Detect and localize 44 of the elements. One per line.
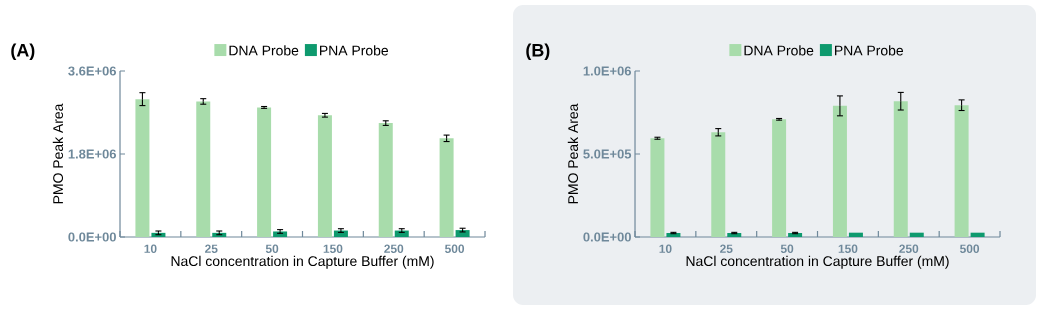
bar	[135, 99, 150, 237]
legend-label: PNA Probe	[320, 45, 389, 56]
y-tick-label: 0.0E+00	[583, 232, 631, 242]
chart-title: (A)	[11, 43, 35, 61]
y-tick-label: 3.6E+06	[68, 66, 117, 76]
bar	[394, 230, 409, 237]
bar	[832, 105, 847, 237]
legend-label: PNA Probe	[835, 45, 904, 56]
bar	[893, 101, 908, 237]
bar	[970, 232, 985, 237]
x-tick-label: 500	[960, 244, 980, 253]
bar	[378, 123, 393, 237]
x-tick-label: 10	[144, 244, 157, 253]
y-tick-label: 5.0E+05	[583, 149, 632, 159]
bar	[196, 101, 211, 237]
x-axis-title: NaCl concentration in Capture Buffer (mM)	[171, 255, 434, 269]
bar	[439, 138, 454, 237]
x-tick-label: 25	[205, 244, 218, 253]
bar	[909, 232, 924, 237]
y-tick-label: 1.0E+06	[583, 66, 632, 76]
x-tick-label: 25	[720, 244, 733, 253]
x-tick-label: 50	[780, 244, 794, 253]
x-tick-label: 10	[659, 244, 672, 253]
y-axis-title: PMO Peak Area	[567, 103, 579, 204]
y-tick-label: 0.0E+00	[68, 232, 116, 242]
x-tick-label: 250	[384, 244, 404, 253]
x-tick-label: 250	[899, 244, 919, 253]
bar	[257, 107, 272, 237]
bar	[317, 115, 332, 237]
y-tick-label: 1.8E+06	[68, 149, 117, 159]
x-tick-label: 150	[838, 244, 858, 253]
bar	[650, 138, 665, 237]
legend-label: DNA Probe	[744, 45, 814, 56]
bar	[954, 105, 969, 237]
x-axis-title: NaCl concentration in Capture Buffer (mM)	[686, 255, 949, 269]
bar	[772, 119, 787, 237]
bar	[711, 132, 726, 237]
bar	[848, 232, 863, 237]
legend-label: DNA Probe	[229, 45, 299, 56]
x-tick-label: 50	[265, 244, 279, 253]
chart-title: (B)	[526, 43, 550, 61]
x-tick-label: 150	[323, 244, 343, 253]
y-axis-title: PMO Peak Area	[52, 103, 64, 204]
x-tick-label: 500	[444, 244, 465, 253]
